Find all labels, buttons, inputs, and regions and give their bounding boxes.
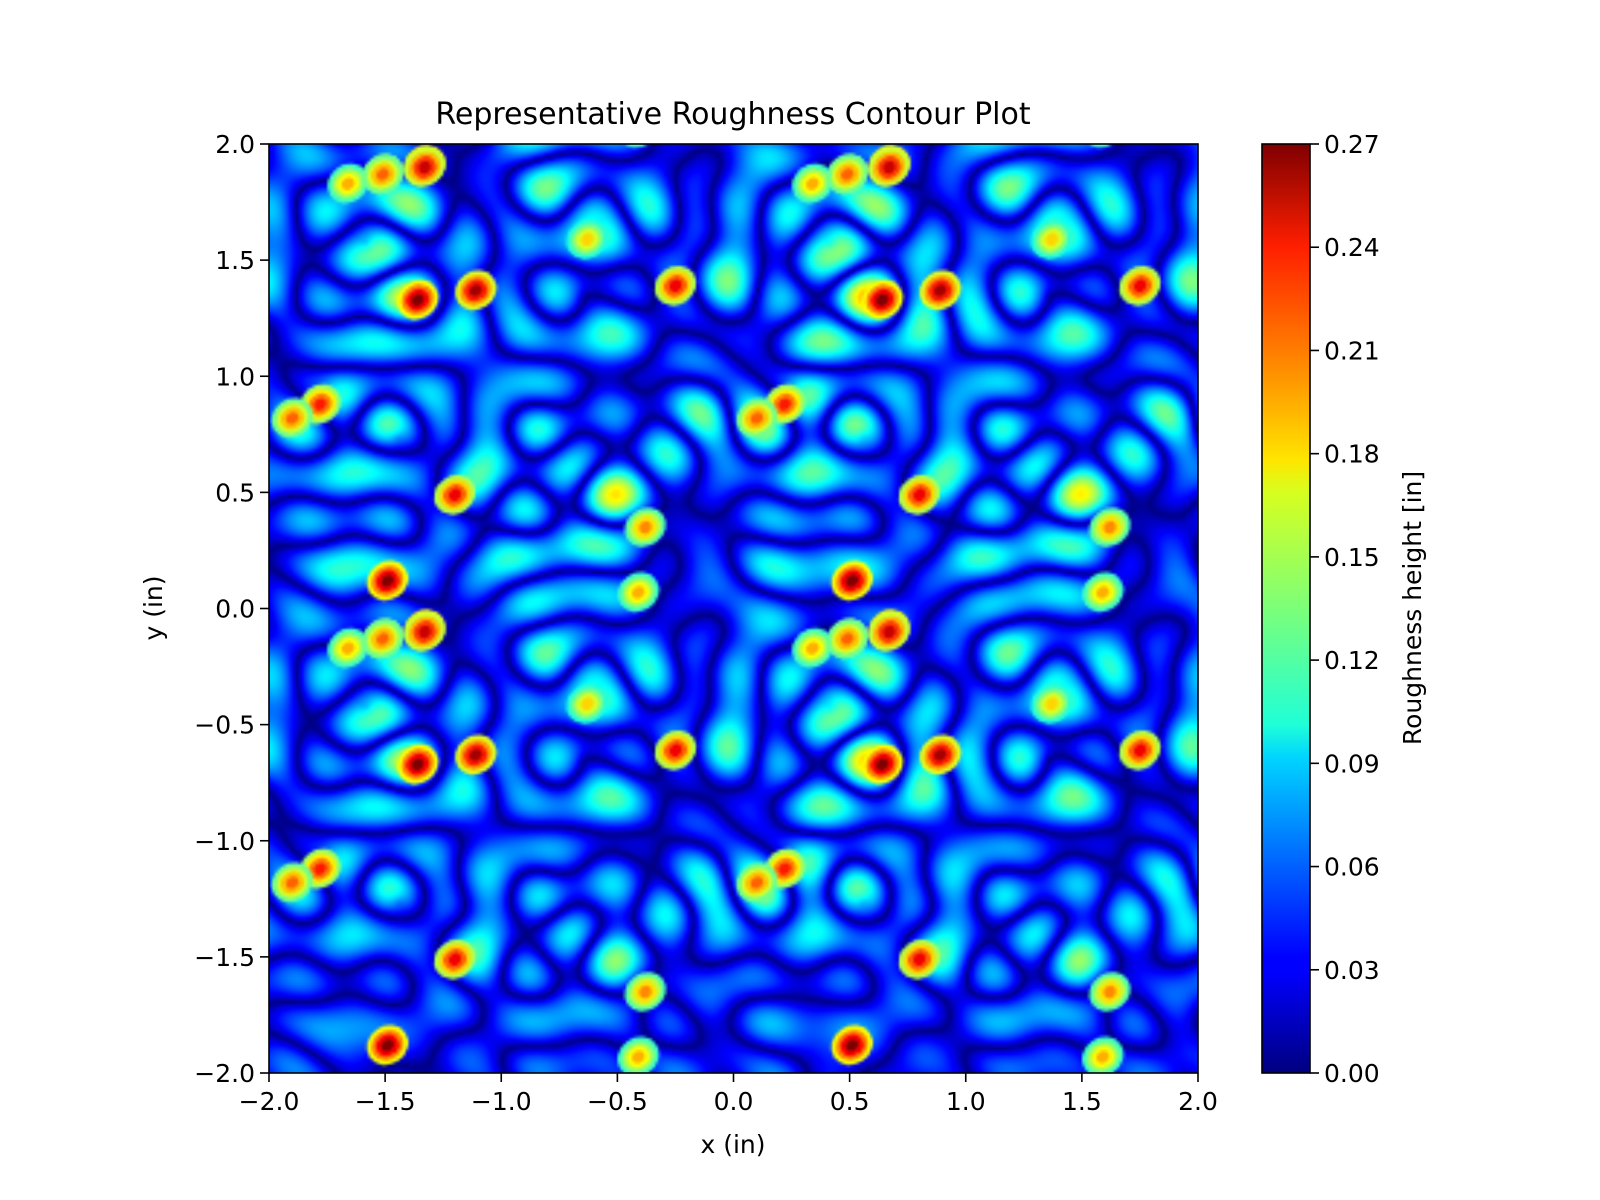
y-tick-label: 0.5 [215,478,255,507]
x-tick-label: 2.0 [1178,1087,1218,1116]
y-tick-label: −1.5 [194,943,255,972]
colorbar-tick-label: 0.03 [1324,956,1380,985]
colorbar-tick-label: 0.12 [1324,646,1380,675]
x-tick-label: −1.5 [355,1087,416,1116]
colorbar-tick-label: 0.06 [1324,853,1380,882]
x-tick-label: −0.5 [587,1087,648,1116]
roughness-heatmap [269,144,1198,1073]
x-tick-label: 1.5 [1062,1087,1102,1116]
x-tick-label: 0.0 [714,1087,754,1116]
colorbar-tick-label: 0.18 [1324,440,1380,469]
colorbar-tick-label: 0.09 [1324,749,1380,778]
colorbar-tick-label: 0.27 [1324,130,1380,159]
y-tick-label: −1.0 [194,827,255,856]
y-tick-label: 1.5 [215,246,255,275]
y-axis-label: y (in) [139,575,168,640]
y-axis: 2.0 1.5 1.0 0.5 0.0 −0.5 −1.0 −1.5 −2.0 [194,130,269,1088]
y-tick-label: −0.5 [194,711,255,740]
colorbar-tick-label: 0.21 [1324,336,1380,365]
colorbar-tick-label: 0.15 [1324,543,1380,572]
x-tick-label: −1.0 [471,1087,532,1116]
colorbar-axis: 0.00 0.03 0.06 0.09 0.12 0.15 0.18 0.21 0.24 0.27 [1310,130,1380,1088]
y-tick-label: −2.0 [194,1059,255,1088]
x-tick-label: −2.0 [239,1087,300,1116]
x-axis-label: x (in) [700,1130,765,1159]
colorbar [1261,143,1311,1074]
y-tick-label: 1.0 [215,362,255,391]
x-tick-label: 0.5 [830,1087,870,1116]
colorbar-tick-label: 0.24 [1324,233,1380,262]
x-tick-label: 1.0 [946,1087,986,1116]
colorbar-label: Roughness height [in] [1398,471,1427,745]
y-tick-label: 0.0 [215,595,255,624]
colorbar-tick-label: 0.00 [1324,1059,1380,1088]
x-axis: −2.0 −1.5 −1.0 −0.5 0.0 0.5 1.0 1.5 2.0 [239,1073,1218,1116]
chart-title: Representative Roughness Contour Plot [435,97,1031,132]
y-tick-label: 2.0 [215,130,255,159]
